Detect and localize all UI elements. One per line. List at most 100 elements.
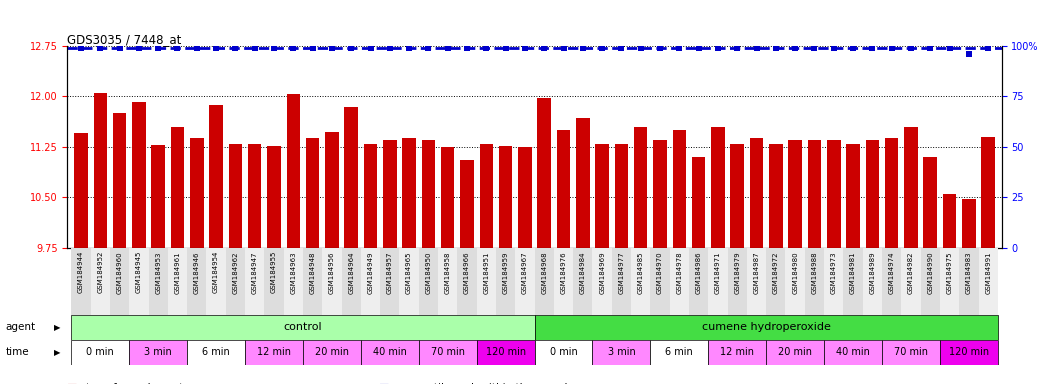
Bar	[90, 248, 110, 315]
Text: GSM184971: GSM184971	[715, 251, 721, 294]
Bar	[766, 340, 824, 365]
Point	[362, 45, 379, 51]
Text: 0 min: 0 min	[550, 347, 577, 358]
Text: 120 min: 120 min	[949, 347, 989, 358]
Bar	[943, 194, 956, 248]
Bar	[651, 248, 670, 315]
Bar	[981, 137, 994, 248]
Point	[439, 45, 456, 51]
Bar	[747, 248, 766, 315]
Bar	[673, 130, 686, 248]
Point	[632, 45, 649, 51]
Text: GSM184987: GSM184987	[754, 251, 760, 294]
Bar	[286, 94, 300, 248]
Bar	[421, 140, 435, 248]
Bar	[361, 248, 380, 315]
Bar	[93, 93, 107, 248]
Point	[497, 45, 514, 51]
Text: GSM184950: GSM184950	[426, 251, 432, 293]
Text: GSM184973: GSM184973	[830, 251, 837, 294]
Bar	[518, 147, 531, 248]
Text: control: control	[283, 322, 322, 333]
Bar	[248, 144, 262, 248]
Bar	[614, 144, 628, 248]
Bar	[438, 248, 458, 315]
Text: ▶: ▶	[54, 323, 60, 332]
Point	[536, 45, 552, 51]
Text: time: time	[5, 347, 29, 358]
Bar	[808, 140, 821, 248]
Text: ■: ■	[379, 383, 392, 384]
Text: GSM184959: GSM184959	[502, 251, 509, 293]
Bar	[345, 107, 358, 248]
Bar	[168, 248, 187, 315]
Bar	[593, 248, 611, 315]
Bar	[979, 248, 998, 315]
Text: GSM184988: GSM184988	[812, 251, 818, 294]
Bar	[866, 140, 879, 248]
Text: GSM184948: GSM184948	[309, 251, 316, 293]
Text: GSM184978: GSM184978	[677, 251, 682, 294]
Bar	[325, 132, 338, 248]
Bar	[634, 127, 648, 248]
Bar	[728, 248, 747, 315]
Point	[227, 45, 244, 51]
Bar	[939, 248, 959, 315]
Bar	[749, 138, 763, 248]
Text: GSM184961: GSM184961	[174, 251, 181, 294]
Point	[787, 45, 803, 51]
Point	[517, 45, 534, 51]
Bar	[303, 248, 322, 315]
Text: GSM184954: GSM184954	[213, 251, 219, 293]
Point	[671, 45, 687, 51]
Bar	[400, 248, 418, 315]
Point	[652, 45, 668, 51]
Bar	[731, 144, 744, 248]
Bar	[380, 248, 400, 315]
Text: GSM184953: GSM184953	[156, 251, 161, 293]
Bar	[190, 138, 203, 248]
Bar	[187, 248, 207, 315]
Bar	[418, 340, 476, 365]
Bar	[187, 340, 245, 365]
Bar	[496, 248, 515, 315]
Bar	[538, 98, 551, 248]
Point	[748, 45, 765, 51]
Bar	[708, 248, 728, 315]
Text: GSM184984: GSM184984	[580, 251, 585, 293]
Text: GSM184947: GSM184947	[251, 251, 257, 293]
Bar	[245, 340, 303, 365]
Bar	[535, 248, 554, 315]
Bar	[342, 248, 361, 315]
Point	[246, 45, 263, 51]
Bar	[844, 248, 863, 315]
Bar	[631, 248, 651, 315]
Bar	[651, 340, 708, 365]
Bar	[361, 340, 418, 365]
Point	[420, 45, 437, 51]
Bar	[303, 340, 361, 365]
Point	[845, 45, 862, 51]
Text: 12 min: 12 min	[720, 347, 755, 358]
Text: GSM184958: GSM184958	[444, 251, 450, 293]
Point	[922, 45, 938, 51]
Point	[73, 45, 89, 51]
Bar	[573, 248, 593, 315]
Bar	[670, 248, 689, 315]
Text: GSM184974: GSM184974	[889, 251, 895, 293]
Point	[594, 45, 610, 51]
Point	[479, 45, 495, 51]
Bar	[708, 340, 766, 365]
Point	[382, 45, 399, 51]
Point	[266, 45, 282, 51]
Text: GSM184967: GSM184967	[522, 251, 528, 294]
Text: GSM184970: GSM184970	[657, 251, 663, 294]
Bar	[225, 248, 245, 315]
Bar	[418, 248, 438, 315]
Bar	[363, 144, 377, 248]
Bar	[113, 113, 127, 248]
Bar	[170, 127, 184, 248]
Point	[189, 45, 206, 51]
Text: 40 min: 40 min	[837, 347, 870, 358]
Bar	[75, 134, 88, 248]
